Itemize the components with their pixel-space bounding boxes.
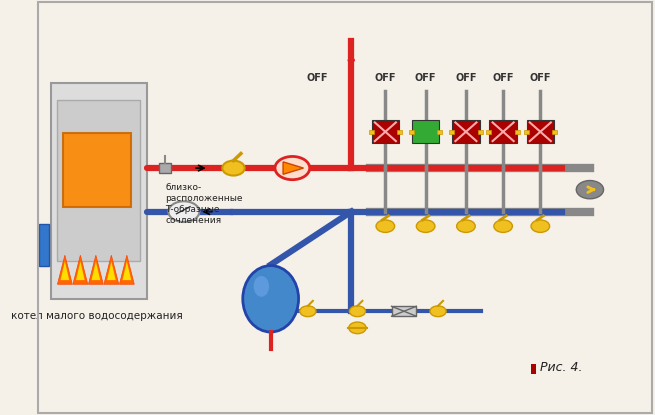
Bar: [159, 163, 172, 173]
Text: котел малого водосодержания: котел малого водосодержания: [11, 311, 183, 321]
Text: OFF: OFF: [415, 73, 436, 83]
Bar: [50, 83, 147, 299]
Text: OFF: OFF: [375, 73, 396, 83]
Circle shape: [348, 322, 366, 334]
Polygon shape: [283, 162, 303, 174]
Bar: [371, 120, 399, 143]
Bar: [489, 120, 517, 143]
Bar: [39, 224, 49, 266]
Bar: [527, 120, 554, 143]
Text: OFF: OFF: [493, 73, 514, 83]
Bar: [449, 130, 454, 134]
Bar: [515, 130, 520, 134]
Text: близко-
расположенные
Т-образные
сочленения: близко- расположенные Т-образные сочлене…: [165, 183, 243, 225]
Circle shape: [300, 306, 316, 317]
Polygon shape: [122, 261, 131, 280]
Bar: [397, 130, 402, 134]
Bar: [487, 130, 491, 134]
Polygon shape: [107, 261, 116, 280]
Circle shape: [494, 220, 512, 232]
Bar: [531, 364, 536, 374]
Text: OFF: OFF: [455, 73, 477, 83]
Ellipse shape: [253, 276, 269, 297]
Bar: [523, 130, 529, 134]
Circle shape: [430, 306, 446, 317]
Polygon shape: [92, 261, 100, 280]
Text: OFF: OFF: [307, 73, 328, 83]
Bar: [63, 133, 131, 208]
Circle shape: [275, 156, 310, 180]
Polygon shape: [104, 255, 119, 284]
Circle shape: [531, 220, 550, 232]
Circle shape: [349, 306, 365, 317]
Bar: [453, 120, 479, 143]
Bar: [552, 130, 557, 134]
Circle shape: [168, 201, 199, 222]
Bar: [409, 130, 414, 134]
Text: Рис. 4.: Рис. 4.: [540, 361, 583, 374]
Circle shape: [417, 220, 435, 232]
Circle shape: [376, 220, 395, 232]
Bar: [392, 306, 417, 316]
Circle shape: [576, 181, 603, 199]
Bar: [57, 100, 140, 261]
Polygon shape: [119, 255, 134, 284]
Polygon shape: [76, 261, 84, 280]
Ellipse shape: [243, 266, 299, 332]
Polygon shape: [73, 255, 88, 284]
Text: OFF: OFF: [530, 73, 551, 83]
Polygon shape: [88, 255, 103, 284]
Polygon shape: [60, 261, 69, 280]
Polygon shape: [58, 255, 72, 284]
Bar: [477, 130, 483, 134]
Circle shape: [457, 220, 476, 232]
Circle shape: [222, 161, 244, 176]
Bar: [438, 130, 442, 134]
Bar: [369, 130, 373, 134]
Bar: [412, 120, 440, 143]
